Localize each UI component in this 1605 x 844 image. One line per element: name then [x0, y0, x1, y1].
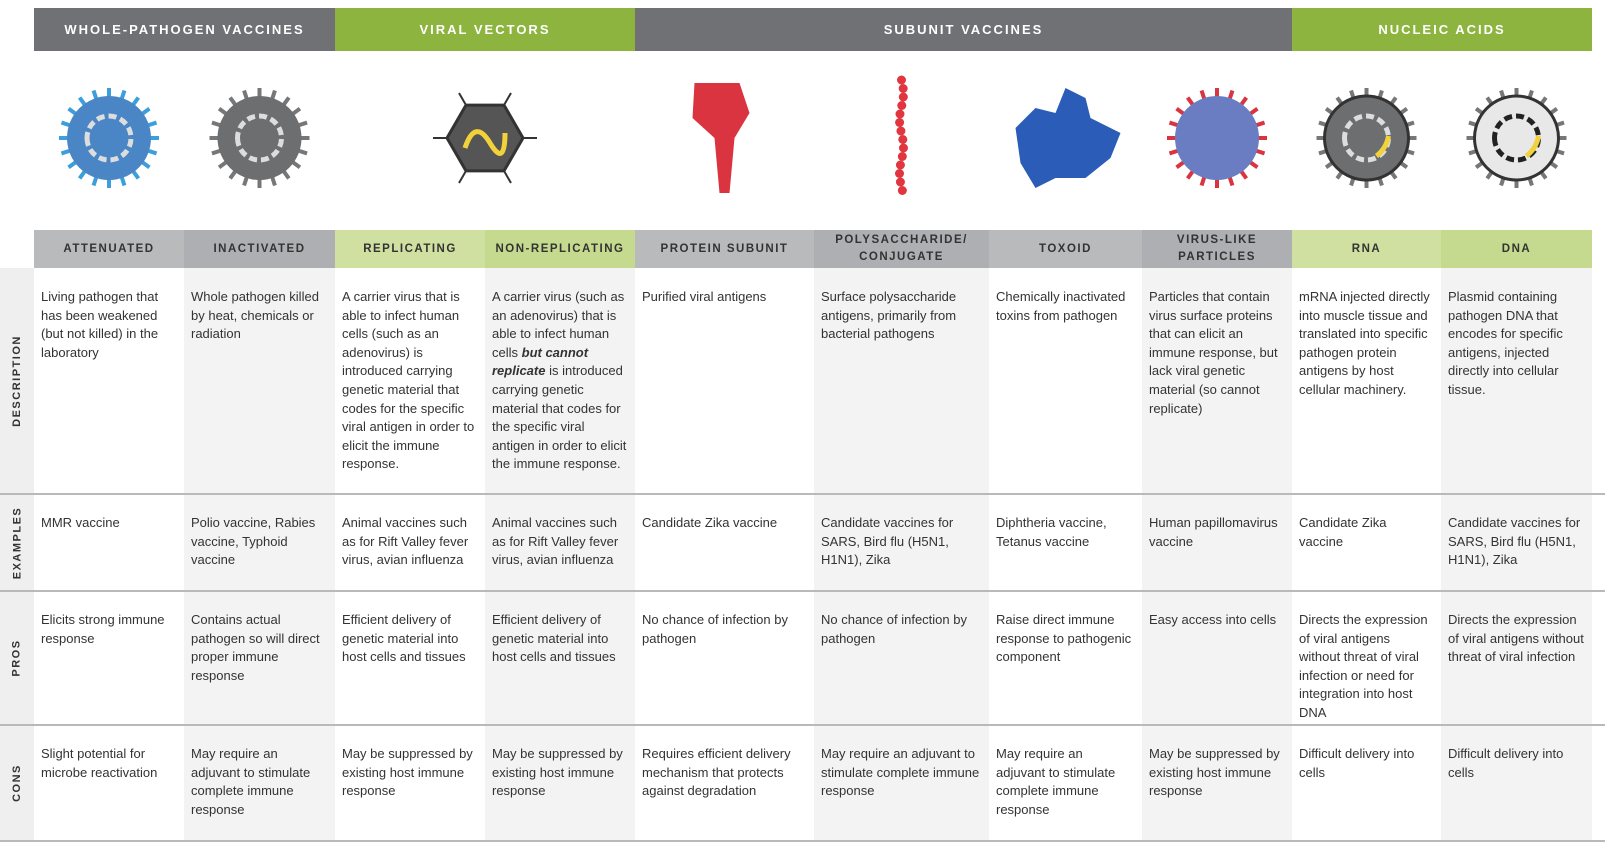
description-cell: Surface polysaccharide antigens, primari… [814, 268, 989, 494]
description-cell: Living pathogen that has been weakened (… [34, 268, 184, 494]
column-header: DNA [1441, 230, 1592, 268]
description-cell: mRNA injected directly into muscle tissu… [1292, 268, 1441, 494]
column-header: RNA [1292, 230, 1441, 268]
row-separator [0, 493, 1605, 495]
row-label: EXAMPLES [11, 506, 24, 579]
column-header: PROTEIN SUBUNIT [635, 230, 814, 268]
cons-cell: May be suppressed by existing host immun… [485, 725, 635, 841]
icon [209, 88, 310, 188]
pros-cell: Directs the expression of viral antigens… [1441, 591, 1592, 725]
cons-cell: Requires efficient delivery mechanism th… [635, 725, 814, 841]
row-label: CONS [11, 764, 23, 802]
pros-cell: Raise direct immune response to pathogen… [989, 591, 1142, 725]
description-cell: Particles that contain virus surface pro… [1142, 268, 1292, 494]
column-header: INACTIVATED [184, 230, 335, 268]
description-cell: Plasmid containing pathogen DNA that enc… [1441, 268, 1592, 494]
text: A carrier virus (such as an adenovirus) … [492, 289, 625, 360]
examples-cell: Candidate Zika vaccine [635, 494, 814, 591]
pros-cell: Efficient delivery of genetic material i… [485, 591, 635, 725]
examples-cell: Candidate vaccines for SARS, Bird flu (H… [814, 494, 989, 591]
icon [1316, 88, 1417, 188]
group-header: WHOLE-PATHOGEN VACCINES [34, 8, 335, 51]
column-header: REPLICATING [335, 230, 485, 268]
group-header: SUBUNIT VACCINES [635, 8, 1292, 51]
column-header: NON-REPLICATING [485, 230, 635, 268]
text: is introduced carrying genetic material … [492, 363, 627, 472]
examples-cell: Human papillomavirus vaccine [1142, 494, 1292, 591]
row-label-cell: PROS [0, 591, 34, 725]
description-cell: A carrier virus that is able to infect h… [335, 268, 485, 494]
emphasis-text: but cannot replicate [492, 344, 589, 379]
pros-cell: Efficient delivery of genetic material i… [335, 591, 485, 725]
row-label-cell: DESCRIPTION [0, 268, 34, 494]
examples-cell: MMR vaccine [34, 494, 184, 591]
description-cell: Chemically inactivated toxins from patho… [989, 268, 1142, 494]
pros-cell: Contains actual pathogen so will direct … [184, 591, 335, 725]
icon [1167, 88, 1267, 188]
examples-cell: Animal vaccines such as for Rift Valley … [335, 494, 485, 591]
column-header: ATTENUATED [34, 230, 184, 268]
column-header: TOXOID [989, 230, 1142, 268]
icon [1015, 88, 1121, 188]
icon [895, 75, 908, 195]
row-separator [0, 724, 1605, 726]
pros-cell: Directs the expression of viral antigens… [1292, 591, 1441, 725]
icon [485, 65, 635, 215]
description-cell: A carrier virus (such as an adenovirus) … [485, 268, 635, 494]
cons-cell: May be suppressed by existing host immun… [1142, 725, 1292, 841]
row-separator [0, 840, 1605, 842]
column-header: POLYSACCHARIDE/ CONJUGATE [814, 230, 989, 268]
pros-cell: No chance of infection by pathogen [635, 591, 814, 725]
cons-cell: Difficult delivery into cells [1292, 725, 1441, 841]
examples-cell: Candidate vaccines for SARS, Bird flu (H… [1441, 494, 1592, 591]
icon [59, 88, 159, 188]
row-separator [0, 590, 1605, 592]
group-header: NUCLEIC ACIDS [1292, 8, 1592, 51]
description-cell: Purified viral antigens [635, 268, 814, 494]
pros-cell: Elicits strong immune response [34, 591, 184, 725]
pros-cell: Easy access into cells [1142, 591, 1292, 725]
description-cell: Whole pathogen killed by heat, chemicals… [184, 268, 335, 494]
row-label-cell: CONS [0, 725, 34, 841]
icon [692, 83, 750, 193]
row-label: DESCRIPTION [11, 335, 23, 427]
row-label-cell: EXAMPLES [0, 494, 34, 591]
group-header: VIRAL VECTORS [335, 8, 635, 51]
cons-cell: May require an adjuvant to stimulate com… [814, 725, 989, 841]
icon [433, 92, 537, 184]
column-header: VIRUS-LIKE PARTICLES [1142, 230, 1292, 268]
pros-cell: No chance of infection by pathogen [814, 591, 989, 725]
cons-cell: Difficult delivery into cells [1441, 725, 1592, 841]
examples-cell: Candidate Zika vaccine [1292, 494, 1441, 591]
examples-cell: Animal vaccines such as for Rift Valley … [485, 494, 635, 591]
cons-cell: May require an adjuvant to stimulate com… [989, 725, 1142, 841]
cons-cell: May require an adjuvant to stimulate com… [184, 725, 335, 841]
examples-cell: Polio vaccine, Rabies vaccine, Typhoid v… [184, 494, 335, 591]
examples-cell: Diphtheria vaccine, Tetanus vaccine [989, 494, 1142, 591]
row-label: PROS [11, 639, 23, 677]
cons-cell: May be suppressed by existing host immun… [335, 725, 485, 841]
icon [1466, 88, 1567, 188]
cons-cell: Slight potential for microbe reactivatio… [34, 725, 184, 841]
